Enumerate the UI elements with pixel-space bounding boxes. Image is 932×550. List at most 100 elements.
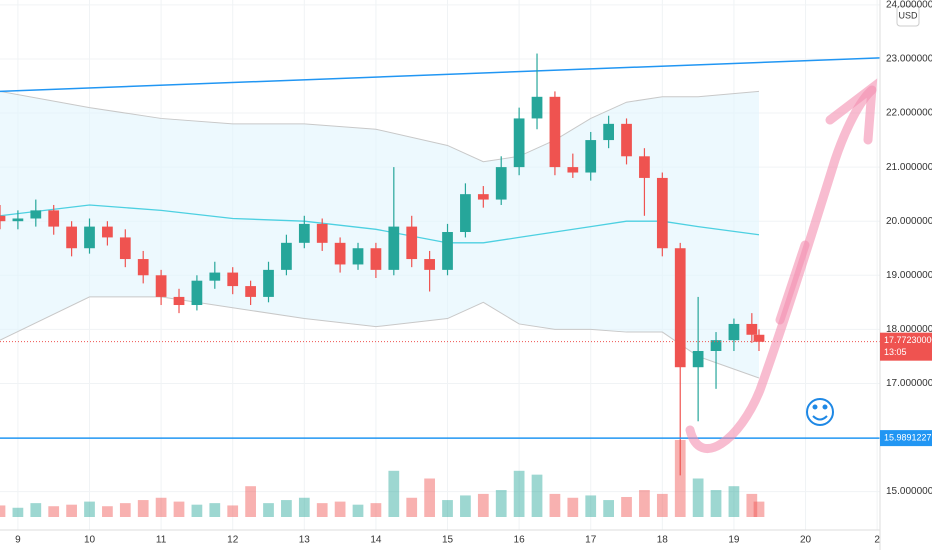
y-tick-label: 24.00000000 — [886, 0, 932, 11]
support-label-bg — [880, 430, 932, 447]
volume-bar — [281, 500, 292, 517]
smiley-face — [806, 398, 834, 426]
hand-stroke — [775, 240, 810, 325]
volume-bar — [567, 497, 579, 517]
candle-body — [728, 323, 740, 341]
volume-bar — [298, 497, 310, 517]
volume-bar — [585, 495, 597, 517]
candle-body — [119, 237, 131, 260]
volume-bar — [155, 497, 167, 517]
volume-bar — [388, 470, 400, 517]
candle-body — [48, 210, 60, 227]
volume-bar — [603, 500, 614, 517]
candle-body — [352, 248, 364, 265]
x-tick-label: 12 — [227, 535, 239, 546]
candle-body — [656, 177, 668, 249]
support-label: 15.98912271 — [884, 432, 932, 442]
hand-arrow-head — [825, 78, 878, 145]
smiley — [806, 398, 834, 426]
candle-body — [30, 210, 42, 219]
volume-bar — [12, 507, 24, 517]
smiley-mouth — [812, 415, 828, 421]
x-tick-label: 16 — [514, 535, 526, 546]
candle-body — [370, 248, 382, 270]
volume-bar — [639, 490, 650, 517]
x-tick-label: 18 — [657, 535, 669, 546]
volume-bar — [549, 493, 561, 517]
x-tick-label: 20 — [800, 535, 812, 546]
x-tick-label: 11 — [156, 535, 167, 546]
candle-body — [621, 123, 632, 157]
volume-bar — [227, 505, 239, 517]
candle-body — [477, 194, 489, 200]
candle-body — [603, 123, 614, 141]
candle-body — [710, 340, 722, 351]
volume-bar — [460, 495, 471, 517]
volume-bar — [84, 501, 95, 517]
x-tick-label: 13 — [299, 535, 311, 546]
candle-body — [513, 118, 525, 168]
candle-body — [263, 269, 274, 297]
candle-body — [102, 226, 113, 238]
volume-bar — [352, 504, 364, 517]
candle-body — [692, 350, 704, 368]
candle-body — [0, 215, 6, 222]
smiley-eye — [822, 404, 828, 410]
candle-body — [316, 223, 328, 243]
volume-bar — [209, 503, 221, 517]
candle-body — [460, 194, 471, 233]
candle-body — [281, 242, 292, 270]
volume-bar — [728, 486, 740, 517]
candle-body — [245, 286, 256, 297]
volume-bar — [674, 440, 686, 517]
volume-bar — [102, 506, 113, 517]
currency: USD — [898, 10, 918, 20]
band-middle — [0, 204, 760, 244]
volume-bar — [316, 503, 328, 517]
candle-body — [531, 96, 543, 119]
candle-body — [495, 167, 507, 200]
x-tick-label: 9 — [15, 535, 21, 546]
candle-body — [585, 140, 597, 173]
candle-body — [567, 167, 579, 173]
x-tick-label: 19 — [728, 535, 740, 546]
band-fill — [0, 91, 759, 379]
volume-bar — [191, 504, 203, 517]
y-tick-label: 17.00000000 — [886, 378, 932, 389]
volume-bar — [137, 500, 149, 517]
candle-body — [334, 242, 346, 265]
candle-body — [406, 226, 418, 260]
candle-body — [639, 156, 650, 178]
volume-bar — [334, 501, 346, 517]
candle-body — [227, 272, 239, 287]
candle-body — [549, 96, 561, 168]
volume-bar — [245, 486, 256, 517]
candle-body — [191, 280, 203, 306]
last-price-bg — [880, 332, 932, 361]
trendline — [0, 57, 881, 93]
y-tick-label: 19.00000000 — [886, 270, 932, 281]
candle-body — [137, 259, 149, 276]
volume-bar — [656, 493, 668, 517]
band-lower — [0, 296, 760, 379]
candle-body — [173, 296, 185, 306]
volume-bar — [746, 493, 758, 517]
smiley-eye — [812, 404, 818, 410]
volume-bar — [495, 490, 507, 517]
candle-body — [84, 226, 95, 249]
last-price-label: 17.77230000 — [884, 335, 932, 345]
y-tick-label: 23.00000000 — [886, 54, 932, 65]
volume-bar — [173, 501, 185, 517]
candle-body — [674, 248, 686, 368]
plot — [0, 53, 881, 517]
volume-bar — [531, 474, 543, 517]
countdown: 13:05 — [884, 347, 907, 357]
y-tick-label: 18.00000000 — [886, 324, 932, 335]
candle-body — [442, 232, 453, 270]
currency-box[interactable] — [896, 5, 920, 27]
x-tick-label: 10 — [84, 535, 96, 546]
candle-body — [753, 334, 765, 342]
x-tick-label: 17 — [585, 535, 597, 546]
volume-bar — [477, 493, 489, 517]
